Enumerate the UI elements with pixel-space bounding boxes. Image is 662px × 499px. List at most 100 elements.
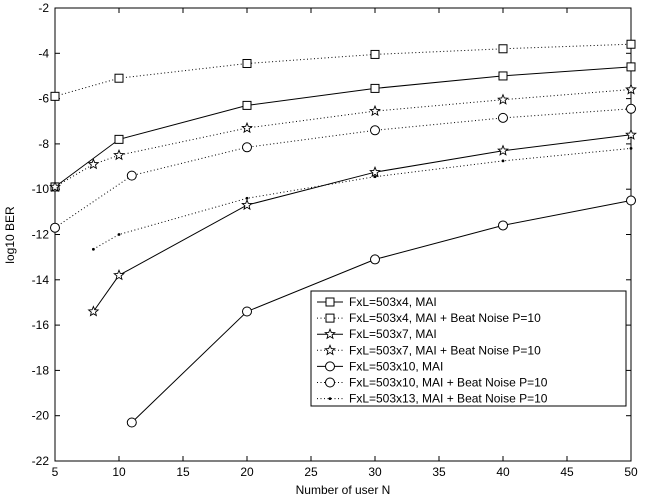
series-line bbox=[93, 147, 632, 250]
legend-marker bbox=[325, 377, 335, 388]
data-point bbox=[626, 103, 636, 114]
data-point bbox=[369, 165, 381, 178]
y-tick-label: -22 bbox=[32, 454, 50, 468]
data-point bbox=[501, 159, 505, 163]
x-tick-label: 25 bbox=[304, 465, 318, 479]
data-point bbox=[126, 417, 137, 428]
legend-entry: FxL=503x10, MAI + Beat Noise P=10 bbox=[317, 376, 548, 390]
x-axis: 5 10 15 20 25 30 35 40 45 50 bbox=[52, 8, 638, 479]
legend-entry: FxL=503x4, MAI bbox=[317, 295, 437, 309]
legend-marker bbox=[328, 397, 332, 400]
y-tick-label: -16 bbox=[32, 318, 50, 332]
data-point bbox=[626, 39, 636, 49]
data-point bbox=[497, 93, 509, 105]
y-axis-label: log10 BER bbox=[3, 206, 17, 264]
y-tick-label: -18 bbox=[32, 363, 50, 377]
y-tick-label: -8 bbox=[38, 137, 49, 151]
legend-marker bbox=[325, 313, 335, 323]
data-point bbox=[241, 198, 253, 211]
legend-label: FxL=503x10, MAI + Beat Noise P=10 bbox=[349, 376, 548, 390]
legend-entry: FxL=503x4, MAI + Beat Noise P=10 bbox=[317, 311, 541, 325]
y-tick-label: -2 bbox=[38, 1, 49, 15]
series-line bbox=[54, 108, 632, 229]
legend-label: FxL=503x10, MAI bbox=[349, 359, 443, 373]
legend: FxL=503x4, MAI FxL=503x4, MAI + Beat Nois… bbox=[310, 290, 627, 407]
x-tick-label: 45 bbox=[560, 465, 574, 479]
legend-label: FxL=503x4, MAI bbox=[349, 295, 437, 309]
y-tick-label: -10 bbox=[32, 182, 50, 196]
x-tick-label: 10 bbox=[112, 465, 126, 479]
series-2 bbox=[50, 39, 636, 101]
y-tick-label: -14 bbox=[32, 273, 50, 287]
data-point bbox=[87, 305, 100, 317]
x-tick-label: 50 bbox=[624, 465, 638, 479]
data-point bbox=[625, 128, 637, 140]
series-line bbox=[54, 66, 632, 188]
series-4 bbox=[49, 83, 637, 192]
series-5 bbox=[126, 195, 636, 428]
x-tick-label: 15 bbox=[176, 465, 190, 479]
legend-entry: FxL=503x13, MAI + Beat Noise P=10 bbox=[317, 392, 548, 406]
x-axis-label: Number of user N bbox=[296, 483, 391, 497]
data-point bbox=[92, 247, 95, 251]
x-tick-label: 35 bbox=[432, 465, 446, 479]
y-tick-label: -4 bbox=[38, 46, 49, 60]
legend-entry: FxL=503x7, MAI + Beat Noise P=10 bbox=[317, 343, 541, 357]
data-point bbox=[370, 125, 380, 136]
data-point bbox=[114, 134, 124, 144]
y-tick-label: -20 bbox=[32, 409, 50, 423]
data-point bbox=[113, 269, 125, 281]
legend-marker bbox=[324, 327, 336, 340]
data-point bbox=[373, 175, 377, 179]
data-point bbox=[498, 71, 508, 81]
data-point bbox=[242, 100, 252, 110]
data-point bbox=[242, 142, 252, 153]
data-point bbox=[126, 170, 137, 181]
data-point bbox=[242, 306, 252, 317]
series-layer bbox=[49, 39, 637, 428]
legend-marker bbox=[325, 297, 335, 307]
x-tick-label: 30 bbox=[368, 465, 382, 479]
series-3 bbox=[87, 128, 637, 317]
x-tick-label: 20 bbox=[240, 465, 254, 479]
legend-label: FxL=503x4, MAI + Beat Noise P=10 bbox=[349, 311, 541, 325]
data-point bbox=[50, 91, 60, 101]
data-point bbox=[498, 220, 508, 231]
data-point bbox=[242, 58, 252, 68]
y-tick-label: -6 bbox=[38, 92, 49, 106]
data-point bbox=[629, 147, 633, 150]
x-tick-label: 40 bbox=[496, 465, 510, 479]
data-point bbox=[117, 233, 121, 236]
series-line bbox=[54, 43, 632, 97]
legend-box bbox=[310, 290, 627, 407]
data-point bbox=[49, 180, 61, 192]
legend-marker bbox=[324, 344, 336, 356]
series-6 bbox=[50, 103, 636, 233]
data-point bbox=[241, 121, 253, 134]
data-point bbox=[87, 158, 100, 170]
legend-entry: FxL=503x7, MAI bbox=[317, 327, 437, 341]
legend-label: FxL=503x7, MAI bbox=[349, 327, 437, 341]
legend-marker bbox=[325, 361, 335, 372]
series-7 bbox=[92, 147, 633, 251]
data-point bbox=[370, 83, 380, 93]
data-point bbox=[626, 62, 636, 72]
data-point bbox=[498, 44, 508, 54]
data-point bbox=[498, 112, 508, 123]
data-point bbox=[625, 83, 637, 95]
data-point bbox=[626, 195, 636, 206]
legend-entry: FxL=503x10, MAI bbox=[317, 359, 443, 373]
data-point bbox=[369, 104, 381, 117]
data-point bbox=[113, 149, 125, 161]
data-point bbox=[370, 49, 380, 59]
data-point bbox=[370, 254, 380, 265]
data-point bbox=[245, 196, 249, 200]
y-axis: -22 -20 -18 -16 -14 -12 -10 -8 -6 -4 -2 bbox=[32, 1, 631, 468]
x-tick-label: 5 bbox=[52, 465, 59, 479]
legend-label: FxL=503x7, MAI + Beat Noise P=10 bbox=[349, 343, 541, 357]
series-line bbox=[92, 134, 632, 312]
data-point bbox=[50, 222, 60, 233]
legend-label: FxL=503x13, MAI + Beat Noise P=10 bbox=[349, 392, 548, 406]
data-point bbox=[497, 144, 509, 156]
